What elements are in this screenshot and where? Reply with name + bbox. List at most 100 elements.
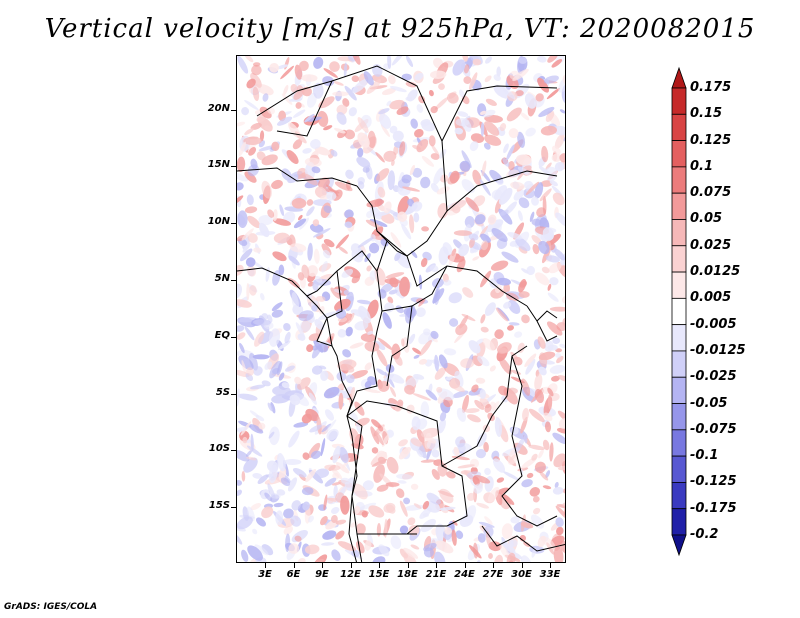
field-blob bbox=[499, 357, 512, 375]
field-blob bbox=[439, 411, 447, 422]
field-blob bbox=[286, 150, 299, 164]
colorbar-label: -0.075 bbox=[690, 421, 737, 437]
field-blob bbox=[415, 307, 426, 318]
colorbar-label: 0.05 bbox=[690, 211, 723, 227]
colorbar-segment bbox=[671, 219, 687, 247]
field-blob bbox=[291, 500, 301, 511]
field-blob bbox=[532, 243, 540, 255]
colorbar-label: 0.075 bbox=[690, 185, 732, 201]
colorbar-segment bbox=[671, 455, 687, 483]
lon-tick-label: 9E bbox=[315, 569, 329, 580]
field-blob bbox=[444, 527, 452, 535]
vertical-velocity-map bbox=[237, 56, 565, 562]
field-blob bbox=[426, 492, 441, 505]
lon-tick bbox=[436, 563, 437, 568]
field-blob bbox=[431, 449, 440, 458]
field-blob bbox=[275, 510, 284, 525]
field-blob bbox=[299, 320, 311, 332]
field-blob bbox=[268, 328, 281, 347]
country-borders bbox=[237, 65, 565, 562]
map-panel[interactable] bbox=[236, 55, 566, 563]
field-blob bbox=[473, 483, 484, 494]
field-blob bbox=[399, 141, 406, 156]
field-blob bbox=[306, 206, 315, 217]
field-blob bbox=[549, 364, 565, 374]
field-blob bbox=[494, 417, 502, 437]
field-blob bbox=[430, 70, 447, 79]
field-blob bbox=[525, 358, 536, 375]
field-blob bbox=[237, 332, 246, 340]
field-blob bbox=[432, 288, 439, 304]
field-blob bbox=[255, 230, 276, 236]
field-blob bbox=[468, 233, 479, 241]
field-blob bbox=[403, 547, 419, 559]
field-blob bbox=[318, 342, 329, 353]
field-blob bbox=[463, 64, 470, 74]
field-blob bbox=[468, 72, 478, 90]
field-blob bbox=[449, 382, 465, 393]
lat-tick bbox=[231, 507, 236, 508]
field-blob bbox=[480, 326, 489, 333]
field-blob bbox=[244, 206, 258, 214]
field-blob bbox=[557, 410, 565, 423]
field-blob bbox=[452, 59, 466, 76]
field-blob bbox=[461, 118, 472, 132]
border-line bbox=[536, 310, 558, 322]
field-blob bbox=[241, 471, 246, 482]
field-blob bbox=[484, 516, 493, 525]
border-line bbox=[446, 170, 558, 212]
field-blob bbox=[537, 336, 546, 349]
field-blob bbox=[261, 313, 269, 321]
field-blob bbox=[388, 289, 398, 295]
field-blob bbox=[491, 228, 508, 242]
field-blob bbox=[248, 558, 256, 562]
field-blob bbox=[246, 506, 255, 522]
field-blob bbox=[480, 233, 491, 243]
field-blob bbox=[362, 480, 374, 491]
field-blob bbox=[283, 322, 291, 332]
lon-tick bbox=[464, 563, 466, 568]
field-blob bbox=[548, 262, 562, 274]
field-blob bbox=[437, 202, 449, 219]
colorbar-segment bbox=[671, 508, 687, 536]
field-blob bbox=[251, 65, 262, 76]
field-blob bbox=[513, 189, 525, 201]
field-blob bbox=[324, 409, 335, 421]
field-blob bbox=[549, 277, 559, 286]
field-blob bbox=[518, 57, 528, 64]
field-blob bbox=[244, 56, 254, 63]
field-blob bbox=[524, 93, 537, 109]
field-blob bbox=[384, 302, 395, 313]
colorbar-label: 0.1 bbox=[690, 158, 714, 174]
field-blob bbox=[370, 426, 380, 445]
field-blob bbox=[434, 97, 449, 110]
field-blob bbox=[324, 419, 337, 434]
field-blob bbox=[390, 86, 407, 93]
field-blob bbox=[280, 65, 295, 80]
border-line bbox=[386, 305, 413, 387]
field-blob bbox=[252, 354, 270, 360]
lat-tick-label: 5N bbox=[214, 273, 230, 284]
field-blob bbox=[341, 268, 354, 278]
field-blob bbox=[357, 132, 370, 148]
field-blob bbox=[252, 557, 267, 562]
field-blob bbox=[485, 98, 497, 107]
field-blob bbox=[559, 109, 565, 114]
field-blob bbox=[464, 408, 480, 414]
field-blob bbox=[355, 523, 366, 535]
field-blob bbox=[250, 384, 266, 390]
field-blob bbox=[321, 261, 328, 273]
field-blob bbox=[246, 445, 263, 457]
field-blob bbox=[241, 549, 249, 562]
field-blob bbox=[522, 407, 529, 422]
field-blob bbox=[248, 147, 257, 156]
field-blob bbox=[556, 504, 565, 509]
field-blob bbox=[395, 305, 404, 314]
field-blob bbox=[543, 75, 559, 84]
field-blob bbox=[489, 401, 500, 414]
field-blob bbox=[342, 98, 350, 107]
field-blob bbox=[326, 184, 339, 197]
field-blob bbox=[403, 497, 411, 505]
field-blob bbox=[480, 110, 487, 116]
lon-tick-label: 12E bbox=[340, 569, 361, 580]
